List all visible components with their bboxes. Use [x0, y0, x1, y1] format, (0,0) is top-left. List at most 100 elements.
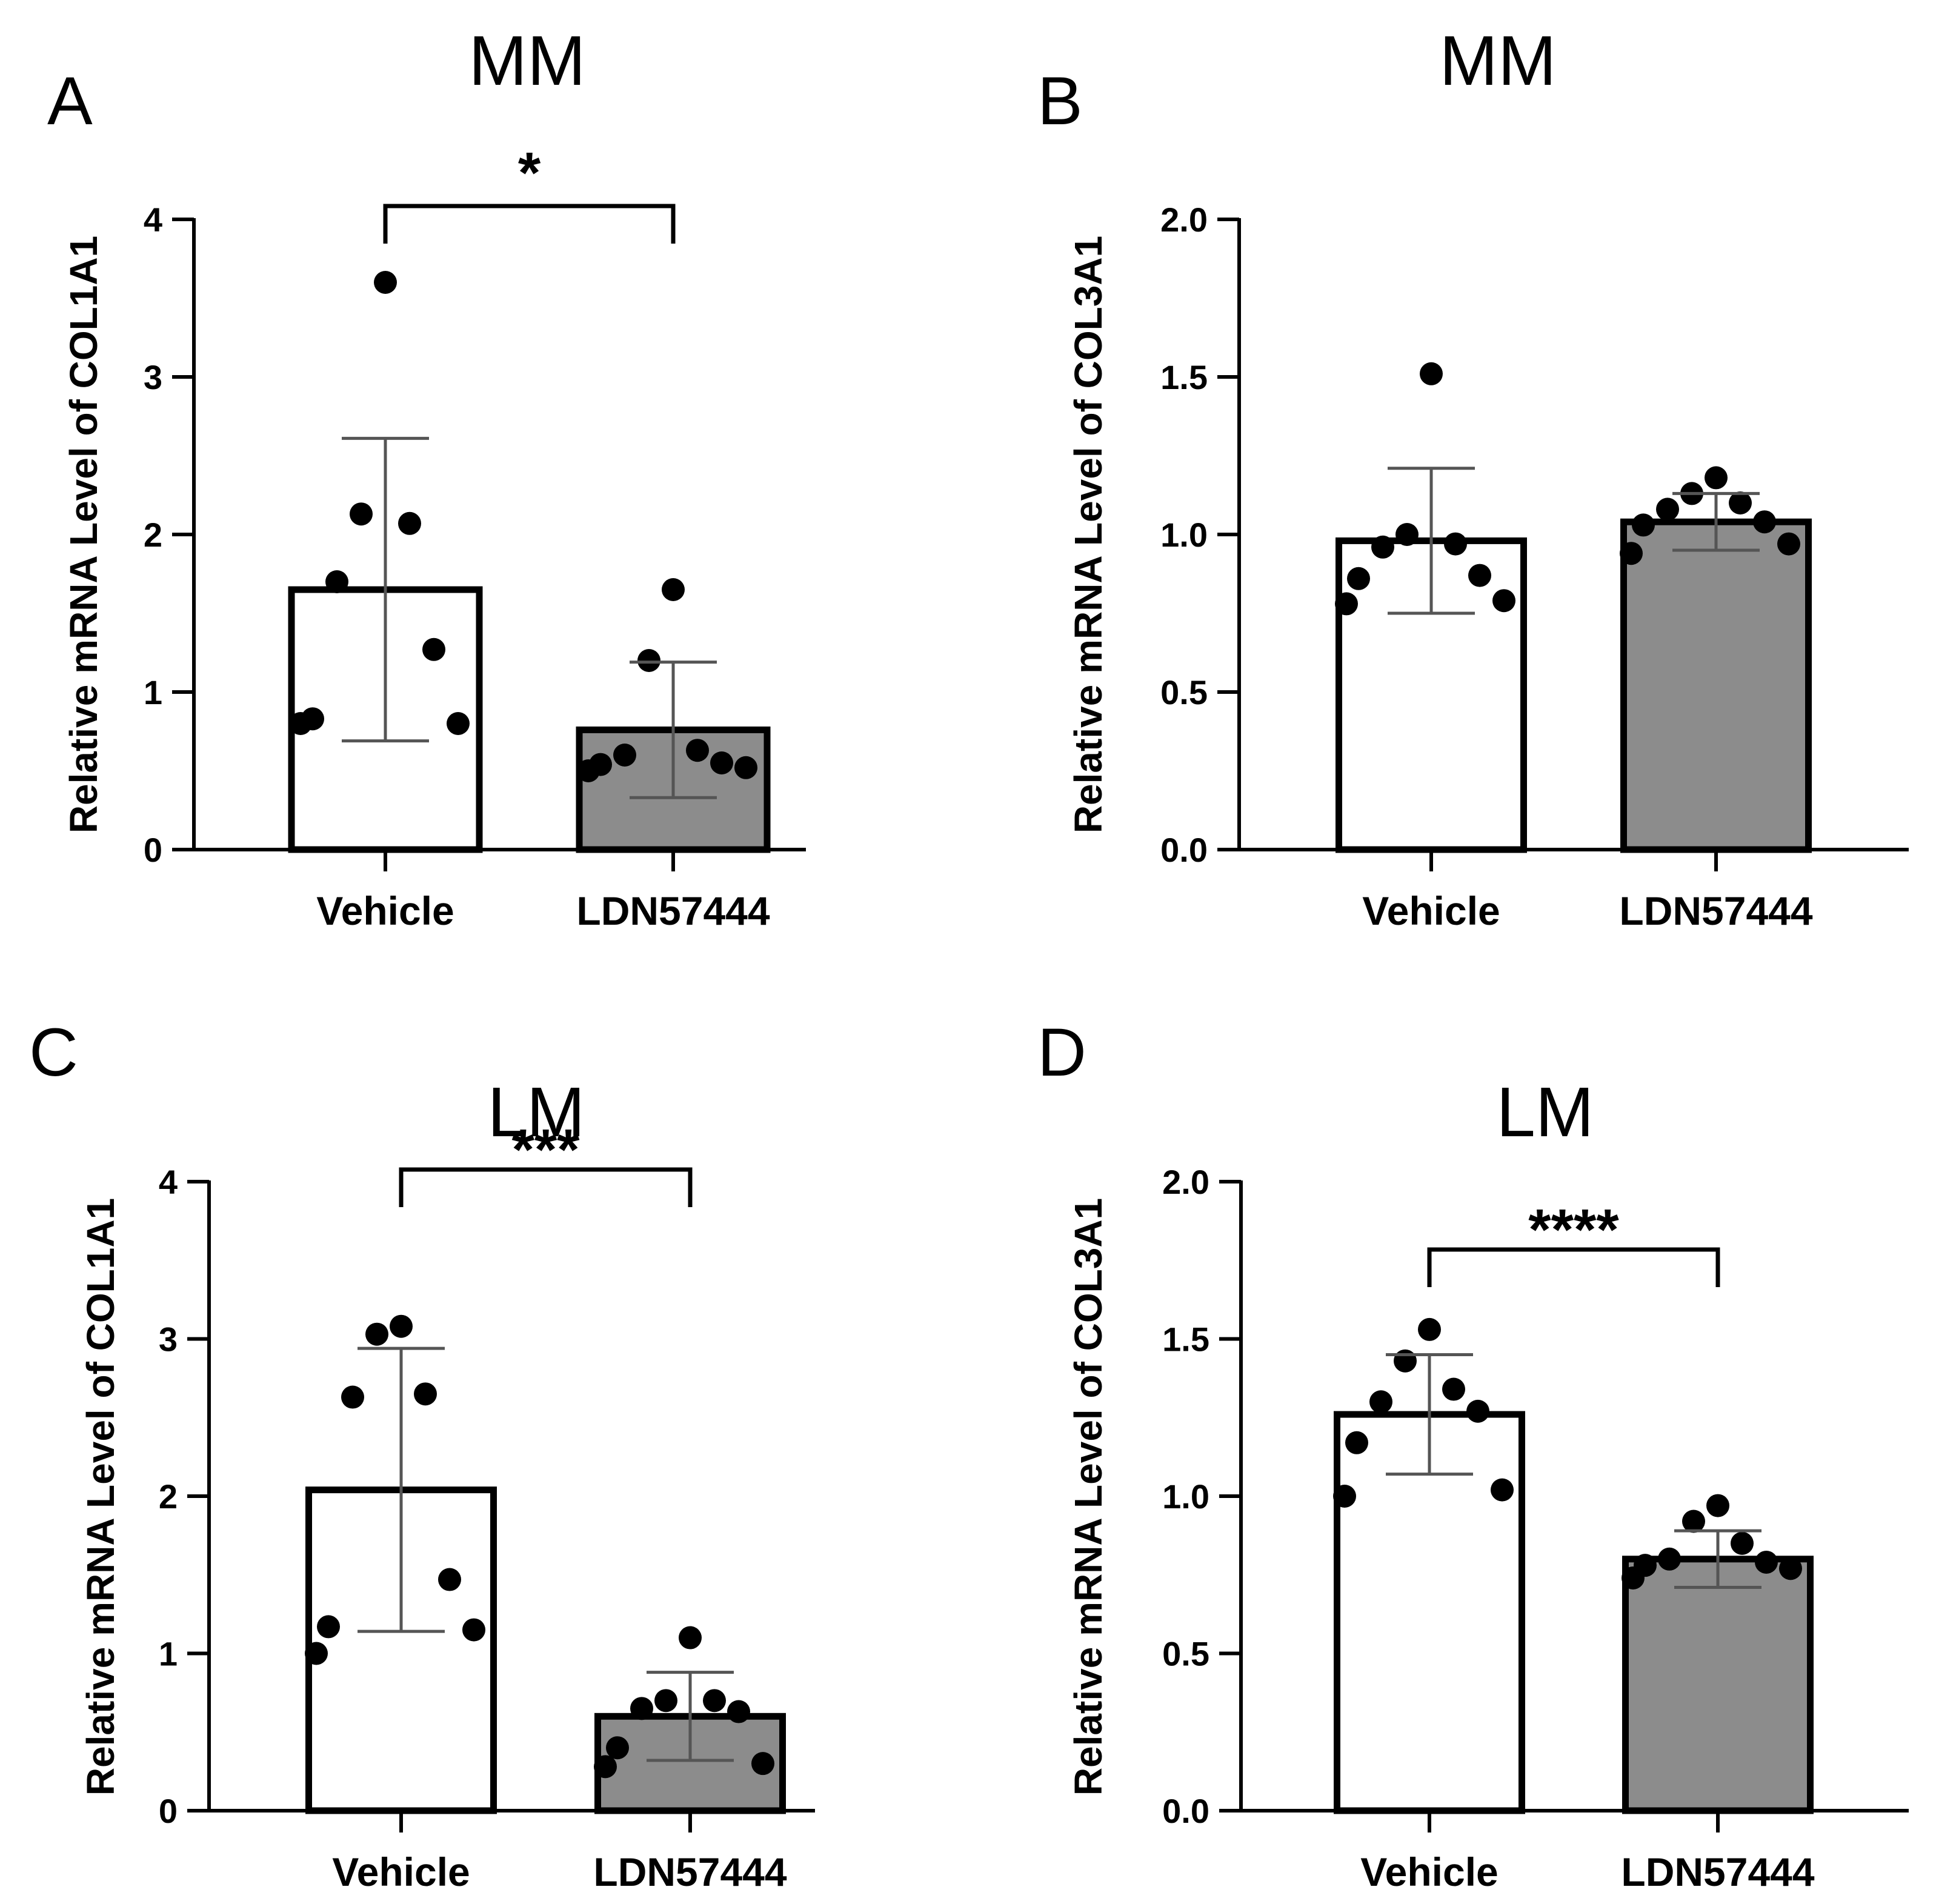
panel-b-point-vehicle-1 — [1420, 362, 1443, 385]
panel-c-bars — [305, 1486, 786, 1814]
panel-d-point-vehicle-6 — [1345, 1431, 1368, 1454]
panel-d-title: LM — [1496, 1073, 1594, 1151]
panel-d-error-bars — [1386, 1353, 1761, 1589]
panel-d-bar-ldn57444 — [1622, 1556, 1814, 1814]
panel-b-point-ldn57444-1 — [1705, 466, 1728, 490]
panel-c-point-ldn57444-6 — [606, 1736, 629, 1760]
panel-a-category-label-vehicle: Vehicle — [316, 888, 454, 933]
panel-b-error-bars — [1388, 467, 1760, 615]
panel-c-point-vehicle-2 — [365, 1322, 388, 1346]
panel-b-point-ldn57444-4 — [1656, 498, 1679, 521]
panel-b-error-bar-ldn57444 — [1672, 491, 1760, 552]
panel-b-category-labels: Vehicle LDN57444 — [1362, 888, 1813, 933]
panel-a-point-ldn57444-5 — [710, 751, 733, 774]
panel-a-point-ldn57444-4 — [613, 744, 636, 767]
panel-d-point-vehicle-7 — [1491, 1478, 1514, 1502]
panel-a-title: MM — [468, 21, 585, 100]
panel-d-point-ldn57444-2 — [1682, 1510, 1705, 1533]
panel-letter-b: B — [1037, 63, 1083, 139]
panel-b-category-label-vehicle: Vehicle — [1362, 888, 1500, 933]
panel-d-axes — [1219, 1180, 1909, 1832]
panel-d-point-vehicle-2 — [1394, 1349, 1417, 1373]
panel-b-point-vehicle-6 — [1347, 567, 1370, 590]
panel-a-point-vehicle-2 — [350, 502, 373, 526]
panel-b-axes — [1217, 218, 1909, 871]
panel-c-y-axis-label: Relative mRNA Level of COL1A1 — [79, 1198, 122, 1796]
panel-d-y-tick-labels: 0.0 0.5 1.0 1.5 2.0 — [1162, 1163, 1209, 1830]
panel-b-point-vehicle-8 — [1335, 592, 1358, 616]
panel-d-y-tick-label-1: 0.5 — [1162, 1635, 1209, 1673]
panel-d-category-label-vehicle: Vehicle — [1360, 1849, 1499, 1894]
panel-a-axes — [172, 218, 806, 871]
panel-c-point-vehicle-4 — [341, 1385, 364, 1409]
panel-c-point-vehicle-8 — [305, 1642, 328, 1665]
panel-c-point-ldn57444-4 — [630, 1697, 653, 1720]
panel-b-point-vehicle-3 — [1444, 532, 1467, 556]
panel-c-title: LM — [487, 1073, 585, 1151]
panel-d-point-vehicle-8 — [1333, 1485, 1356, 1508]
panel-c-point-ldn57444-8 — [594, 1755, 617, 1779]
panel-b-point-vehicle-4 — [1371, 535, 1394, 559]
panel-d-category-labels: Vehicle LDN57444 — [1360, 1849, 1815, 1894]
panel-d-point-ldn57444-5 — [1755, 1550, 1778, 1574]
panel-a-point-vehicle-4 — [325, 570, 348, 593]
panel-d-significance-label: **** — [1528, 1197, 1619, 1262]
panel-d-category-label-ldn57444: LDN57444 — [1621, 1849, 1814, 1894]
panel-c-point-vehicle-7 — [462, 1618, 485, 1642]
panel-d-point-ldn57444-7 — [1779, 1557, 1802, 1580]
panel-a-error-bars — [342, 436, 717, 799]
panel-d-point-ldn57444-3 — [1731, 1531, 1754, 1555]
panel-a-y-tick-labels: 0 1 2 3 4 — [144, 201, 162, 869]
panel-a-y-tick-label-1: 1 — [144, 673, 162, 711]
panel-c-point-vehicle-6 — [317, 1615, 340, 1639]
panel-c-point-vehicle-1 — [390, 1314, 413, 1338]
panel-a-point-ldn57444-2 — [637, 649, 660, 672]
panel-a-significance-bracket — [383, 204, 676, 244]
panel-b-category-label-ldn57444: LDN57444 — [1619, 888, 1812, 933]
panel-a-error-bar-vehicle — [342, 436, 429, 743]
panel-a: A MM Relative mRNA Level of COL1A1 0 1 2 3 4… — [47, 21, 806, 933]
panel-b: B MM Relative mRNA Level of COL3A1 0.00.… — [1037, 21, 1909, 933]
panel-c-category-label-ldn57444: LDN57444 — [593, 1849, 787, 1894]
panel-a-y-axis-label: Relative mRNA Level of COL1A1 — [62, 236, 105, 833]
panel-b-point-vehicle-2 — [1395, 523, 1419, 546]
panel-a-points — [289, 271, 757, 782]
panel-b-error-bar-vehicle — [1388, 467, 1475, 615]
panel-a-point-ldn57444-3 — [686, 739, 709, 762]
panel-a-y-tick-label-3: 3 — [144, 358, 162, 396]
panel-c-error-bar-vehicle — [358, 1346, 445, 1633]
panel-c-point-vehicle-5 — [438, 1568, 461, 1591]
panel-b-y-tick-label-2: 1.0 — [1160, 516, 1208, 554]
panel-a-significance-label: * — [518, 141, 541, 205]
panel-d-point-vehicle-5 — [1466, 1399, 1489, 1423]
panel-c-point-ldn57444-7 — [751, 1752, 774, 1776]
panel-c-y-tick-label-4: 4 — [159, 1163, 178, 1201]
panel-b-point-vehicle-5 — [1468, 564, 1491, 587]
panel-c-y-tick-label-0: 0 — [159, 1792, 178, 1830]
panel-a-y-tick-label-0: 0 — [144, 831, 162, 869]
panel-d-y-tick-label-3: 1.5 — [1162, 1320, 1209, 1359]
panel-c-error-bar-ldn57444 — [647, 1671, 734, 1762]
panel-a-bars — [288, 586, 771, 853]
panel-b-y-tick-labels: 0.0 0.5 1.0 1.5 2.0 — [1160, 201, 1208, 869]
panel-letter-c: C — [29, 1014, 78, 1090]
panel-letter-a: A — [47, 63, 93, 139]
panel-b-bars — [1336, 518, 1812, 853]
panel-b-points — [1335, 362, 1800, 616]
panel-d-point-ldn57444-1 — [1706, 1494, 1729, 1517]
panel-c-point-vehicle-3 — [414, 1382, 437, 1406]
panel-letter-d: D — [1037, 1014, 1086, 1090]
panel-a-significance: * — [383, 141, 676, 244]
panel-d-y-tick-label-2: 1.0 — [1162, 1477, 1209, 1516]
panel-c-significance-label: *** — [511, 1117, 580, 1182]
panel-a-point-vehicle-1 — [374, 271, 397, 294]
panel-c-axes — [187, 1180, 815, 1832]
panel-d-bars — [1334, 1411, 1814, 1814]
panel-c-y-tick-label-1: 1 — [159, 1635, 178, 1673]
panel-a-point-ldn57444-7 — [734, 756, 757, 779]
panel-d-point-vehicle-1 — [1418, 1317, 1441, 1341]
panel-b-point-ldn57444-8 — [1620, 542, 1643, 565]
panel-b-point-ldn57444-3 — [1729, 491, 1752, 514]
panel-c-error-bars — [358, 1346, 734, 1762]
